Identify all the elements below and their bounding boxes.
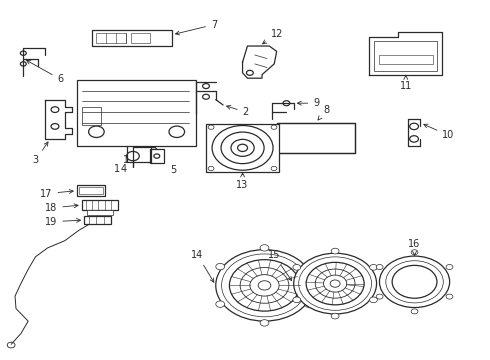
Circle shape bbox=[369, 297, 377, 303]
Text: 3: 3 bbox=[32, 142, 48, 165]
Circle shape bbox=[238, 144, 247, 152]
Circle shape bbox=[293, 297, 301, 303]
Circle shape bbox=[410, 123, 418, 130]
Bar bbox=[130, 33, 150, 43]
Text: 13: 13 bbox=[237, 173, 249, 190]
Text: 16: 16 bbox=[409, 239, 421, 255]
Circle shape bbox=[89, 126, 104, 138]
Circle shape bbox=[216, 264, 224, 270]
Circle shape bbox=[221, 254, 307, 317]
Circle shape bbox=[283, 101, 290, 106]
Circle shape bbox=[258, 281, 271, 290]
Circle shape bbox=[379, 256, 450, 307]
Circle shape bbox=[240, 267, 289, 303]
Bar bbox=[150, 149, 164, 163]
Text: 2: 2 bbox=[226, 105, 249, 117]
Text: 5: 5 bbox=[170, 165, 176, 175]
Circle shape bbox=[216, 249, 313, 321]
Bar bbox=[82, 107, 101, 125]
Circle shape bbox=[376, 294, 383, 299]
Circle shape bbox=[304, 301, 313, 307]
Circle shape bbox=[21, 51, 26, 55]
Bar bbox=[87, 210, 114, 215]
Circle shape bbox=[51, 123, 59, 129]
Circle shape bbox=[229, 260, 299, 311]
Bar bbox=[206, 123, 279, 172]
Text: 18: 18 bbox=[45, 203, 78, 213]
Circle shape bbox=[331, 248, 339, 254]
Circle shape bbox=[271, 166, 277, 171]
Circle shape bbox=[208, 125, 214, 129]
Bar bbox=[77, 80, 196, 146]
Circle shape bbox=[299, 257, 371, 310]
Circle shape bbox=[306, 262, 364, 305]
Circle shape bbox=[154, 154, 160, 158]
Bar bbox=[277, 123, 355, 153]
Circle shape bbox=[411, 250, 418, 255]
Bar bbox=[277, 123, 355, 153]
Bar bbox=[77, 185, 105, 196]
Text: 10: 10 bbox=[424, 124, 455, 140]
Circle shape bbox=[208, 166, 214, 171]
Text: 4: 4 bbox=[120, 164, 126, 174]
Text: 14: 14 bbox=[191, 250, 214, 282]
Circle shape bbox=[331, 313, 339, 319]
Circle shape bbox=[202, 94, 209, 99]
Circle shape bbox=[250, 275, 279, 296]
Circle shape bbox=[51, 107, 59, 112]
Text: 7: 7 bbox=[175, 19, 217, 35]
Text: 8: 8 bbox=[318, 105, 329, 120]
Circle shape bbox=[7, 342, 15, 348]
Circle shape bbox=[386, 261, 443, 303]
Circle shape bbox=[369, 265, 377, 270]
Circle shape bbox=[221, 132, 264, 164]
Circle shape bbox=[126, 152, 139, 161]
Bar bbox=[97, 33, 125, 43]
Circle shape bbox=[411, 309, 418, 314]
Circle shape bbox=[410, 136, 418, 142]
Circle shape bbox=[304, 264, 313, 270]
Circle shape bbox=[446, 265, 453, 270]
Text: 1: 1 bbox=[114, 164, 121, 174]
Circle shape bbox=[376, 265, 383, 270]
Bar bbox=[92, 30, 172, 46]
Text: 15: 15 bbox=[268, 250, 292, 280]
Circle shape bbox=[293, 265, 301, 270]
Circle shape bbox=[231, 139, 254, 156]
Circle shape bbox=[246, 70, 253, 75]
Text: 12: 12 bbox=[263, 28, 283, 44]
Circle shape bbox=[323, 275, 347, 292]
Circle shape bbox=[216, 301, 224, 307]
Circle shape bbox=[169, 126, 185, 138]
Circle shape bbox=[271, 125, 277, 129]
Bar bbox=[379, 55, 433, 64]
Circle shape bbox=[315, 269, 355, 298]
Text: 9: 9 bbox=[297, 98, 319, 108]
Circle shape bbox=[294, 253, 376, 314]
Circle shape bbox=[260, 320, 269, 326]
Bar bbox=[79, 187, 103, 194]
Circle shape bbox=[330, 280, 340, 287]
Text: 17: 17 bbox=[40, 189, 73, 199]
Circle shape bbox=[212, 126, 273, 170]
Bar bbox=[82, 200, 118, 210]
Bar bbox=[84, 216, 111, 224]
Text: 1: 1 bbox=[122, 156, 129, 165]
Circle shape bbox=[260, 245, 269, 251]
Circle shape bbox=[392, 265, 437, 298]
Text: 19: 19 bbox=[45, 217, 80, 227]
Circle shape bbox=[446, 294, 453, 299]
Circle shape bbox=[202, 84, 209, 89]
Bar bbox=[374, 41, 438, 71]
Text: 11: 11 bbox=[400, 76, 412, 91]
Circle shape bbox=[21, 62, 26, 66]
Text: 6: 6 bbox=[26, 60, 64, 84]
